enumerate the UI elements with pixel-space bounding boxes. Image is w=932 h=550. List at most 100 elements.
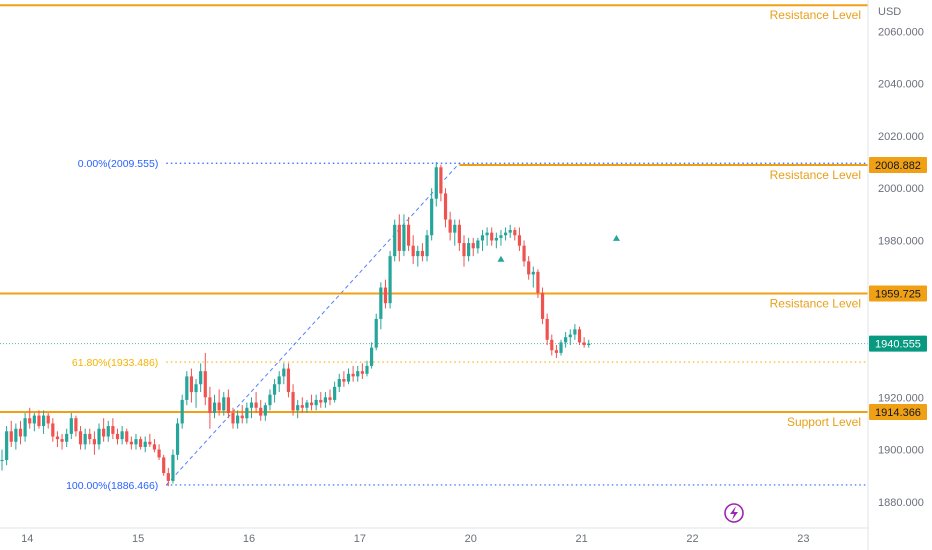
candle-body <box>18 428 23 437</box>
y-tick-label: 2020.000 <box>878 131 924 143</box>
candle-body <box>540 292 545 319</box>
candle-body <box>448 219 452 233</box>
candle <box>129 436 133 450</box>
candle <box>231 407 235 429</box>
candle-body <box>157 449 161 458</box>
candle-body <box>263 405 267 416</box>
level-label: Resistance Level <box>770 296 861 310</box>
candle <box>203 352 207 406</box>
candle <box>319 392 323 408</box>
candle-body <box>272 384 277 395</box>
candle <box>300 397 304 413</box>
candle <box>328 389 332 406</box>
candle <box>208 386 212 429</box>
candle <box>78 426 83 450</box>
candle-body <box>222 397 226 411</box>
candle <box>282 363 286 385</box>
candle-body <box>416 250 420 257</box>
candle-body <box>559 342 563 353</box>
candle-body <box>282 368 286 377</box>
last-price-tag: 1940.555 <box>875 339 921 351</box>
candle-body <box>171 454 175 481</box>
candle-body <box>337 379 341 387</box>
candle-body <box>134 439 138 445</box>
candle <box>51 418 55 442</box>
candle-body <box>333 386 337 400</box>
candle <box>106 420 110 442</box>
candle <box>162 454 166 476</box>
candle <box>148 433 152 447</box>
candle-body <box>37 415 41 427</box>
candle <box>564 331 568 348</box>
candle <box>462 235 466 267</box>
candle-body <box>513 230 517 236</box>
candle-body <box>342 379 346 382</box>
y-tick-label: 2060.000 <box>878 26 924 38</box>
candle <box>175 418 180 461</box>
candle <box>503 227 508 241</box>
y-tick-label: 1900.000 <box>878 445 924 457</box>
candle-body <box>139 439 143 447</box>
candle-body <box>249 402 254 408</box>
candle-body <box>462 243 466 257</box>
y-tick-label: 1980.000 <box>878 235 924 247</box>
x-tick-label: 17 <box>354 533 366 545</box>
candle <box>527 256 531 280</box>
candle <box>134 433 138 450</box>
candle-body <box>480 235 485 241</box>
candle <box>254 392 258 413</box>
candle-body <box>397 224 401 251</box>
candle-body <box>14 428 18 442</box>
candle-body <box>305 402 309 408</box>
candle <box>513 227 517 241</box>
candle-body <box>383 287 388 304</box>
candle-body <box>162 457 166 474</box>
candle-body <box>554 350 558 353</box>
candle <box>443 188 448 228</box>
candle <box>263 402 267 421</box>
candle <box>305 399 309 413</box>
candle-body <box>0 460 4 462</box>
level-label: Resistance Level <box>770 168 861 182</box>
candle-body <box>32 415 36 424</box>
candle <box>92 431 96 455</box>
candle-body <box>346 373 351 382</box>
candle-body <box>434 167 438 199</box>
candle <box>448 211 452 241</box>
candle <box>226 389 230 419</box>
candle-body <box>92 439 96 445</box>
candle <box>333 381 337 403</box>
candle-body <box>185 376 189 400</box>
candle <box>0 449 4 471</box>
level-price-tag-bg <box>869 156 927 173</box>
candle <box>430 188 434 241</box>
candle <box>402 214 406 257</box>
candle-body <box>568 334 572 338</box>
candle <box>60 433 64 450</box>
candle <box>379 282 383 330</box>
candle-body <box>467 243 471 257</box>
lightning-icon[interactable] <box>724 503 744 523</box>
candle-body <box>217 402 221 411</box>
candle <box>356 365 360 382</box>
candle-body <box>425 235 429 257</box>
candle-body <box>148 441 152 445</box>
candle <box>166 467 170 487</box>
candle <box>314 394 318 411</box>
candle <box>360 363 364 380</box>
candle <box>577 326 582 346</box>
candle-body <box>46 415 50 424</box>
candle <box>476 237 480 254</box>
candle-body <box>199 371 203 385</box>
x-tick-label: 16 <box>243 533 255 545</box>
candle-body <box>388 256 392 304</box>
candle <box>65 428 69 447</box>
candle-body <box>245 407 249 419</box>
level-label: Resistance Level <box>770 8 861 22</box>
candle-body <box>236 415 240 424</box>
candle-body <box>351 373 355 377</box>
candle <box>185 371 189 406</box>
candle-body <box>189 376 194 393</box>
